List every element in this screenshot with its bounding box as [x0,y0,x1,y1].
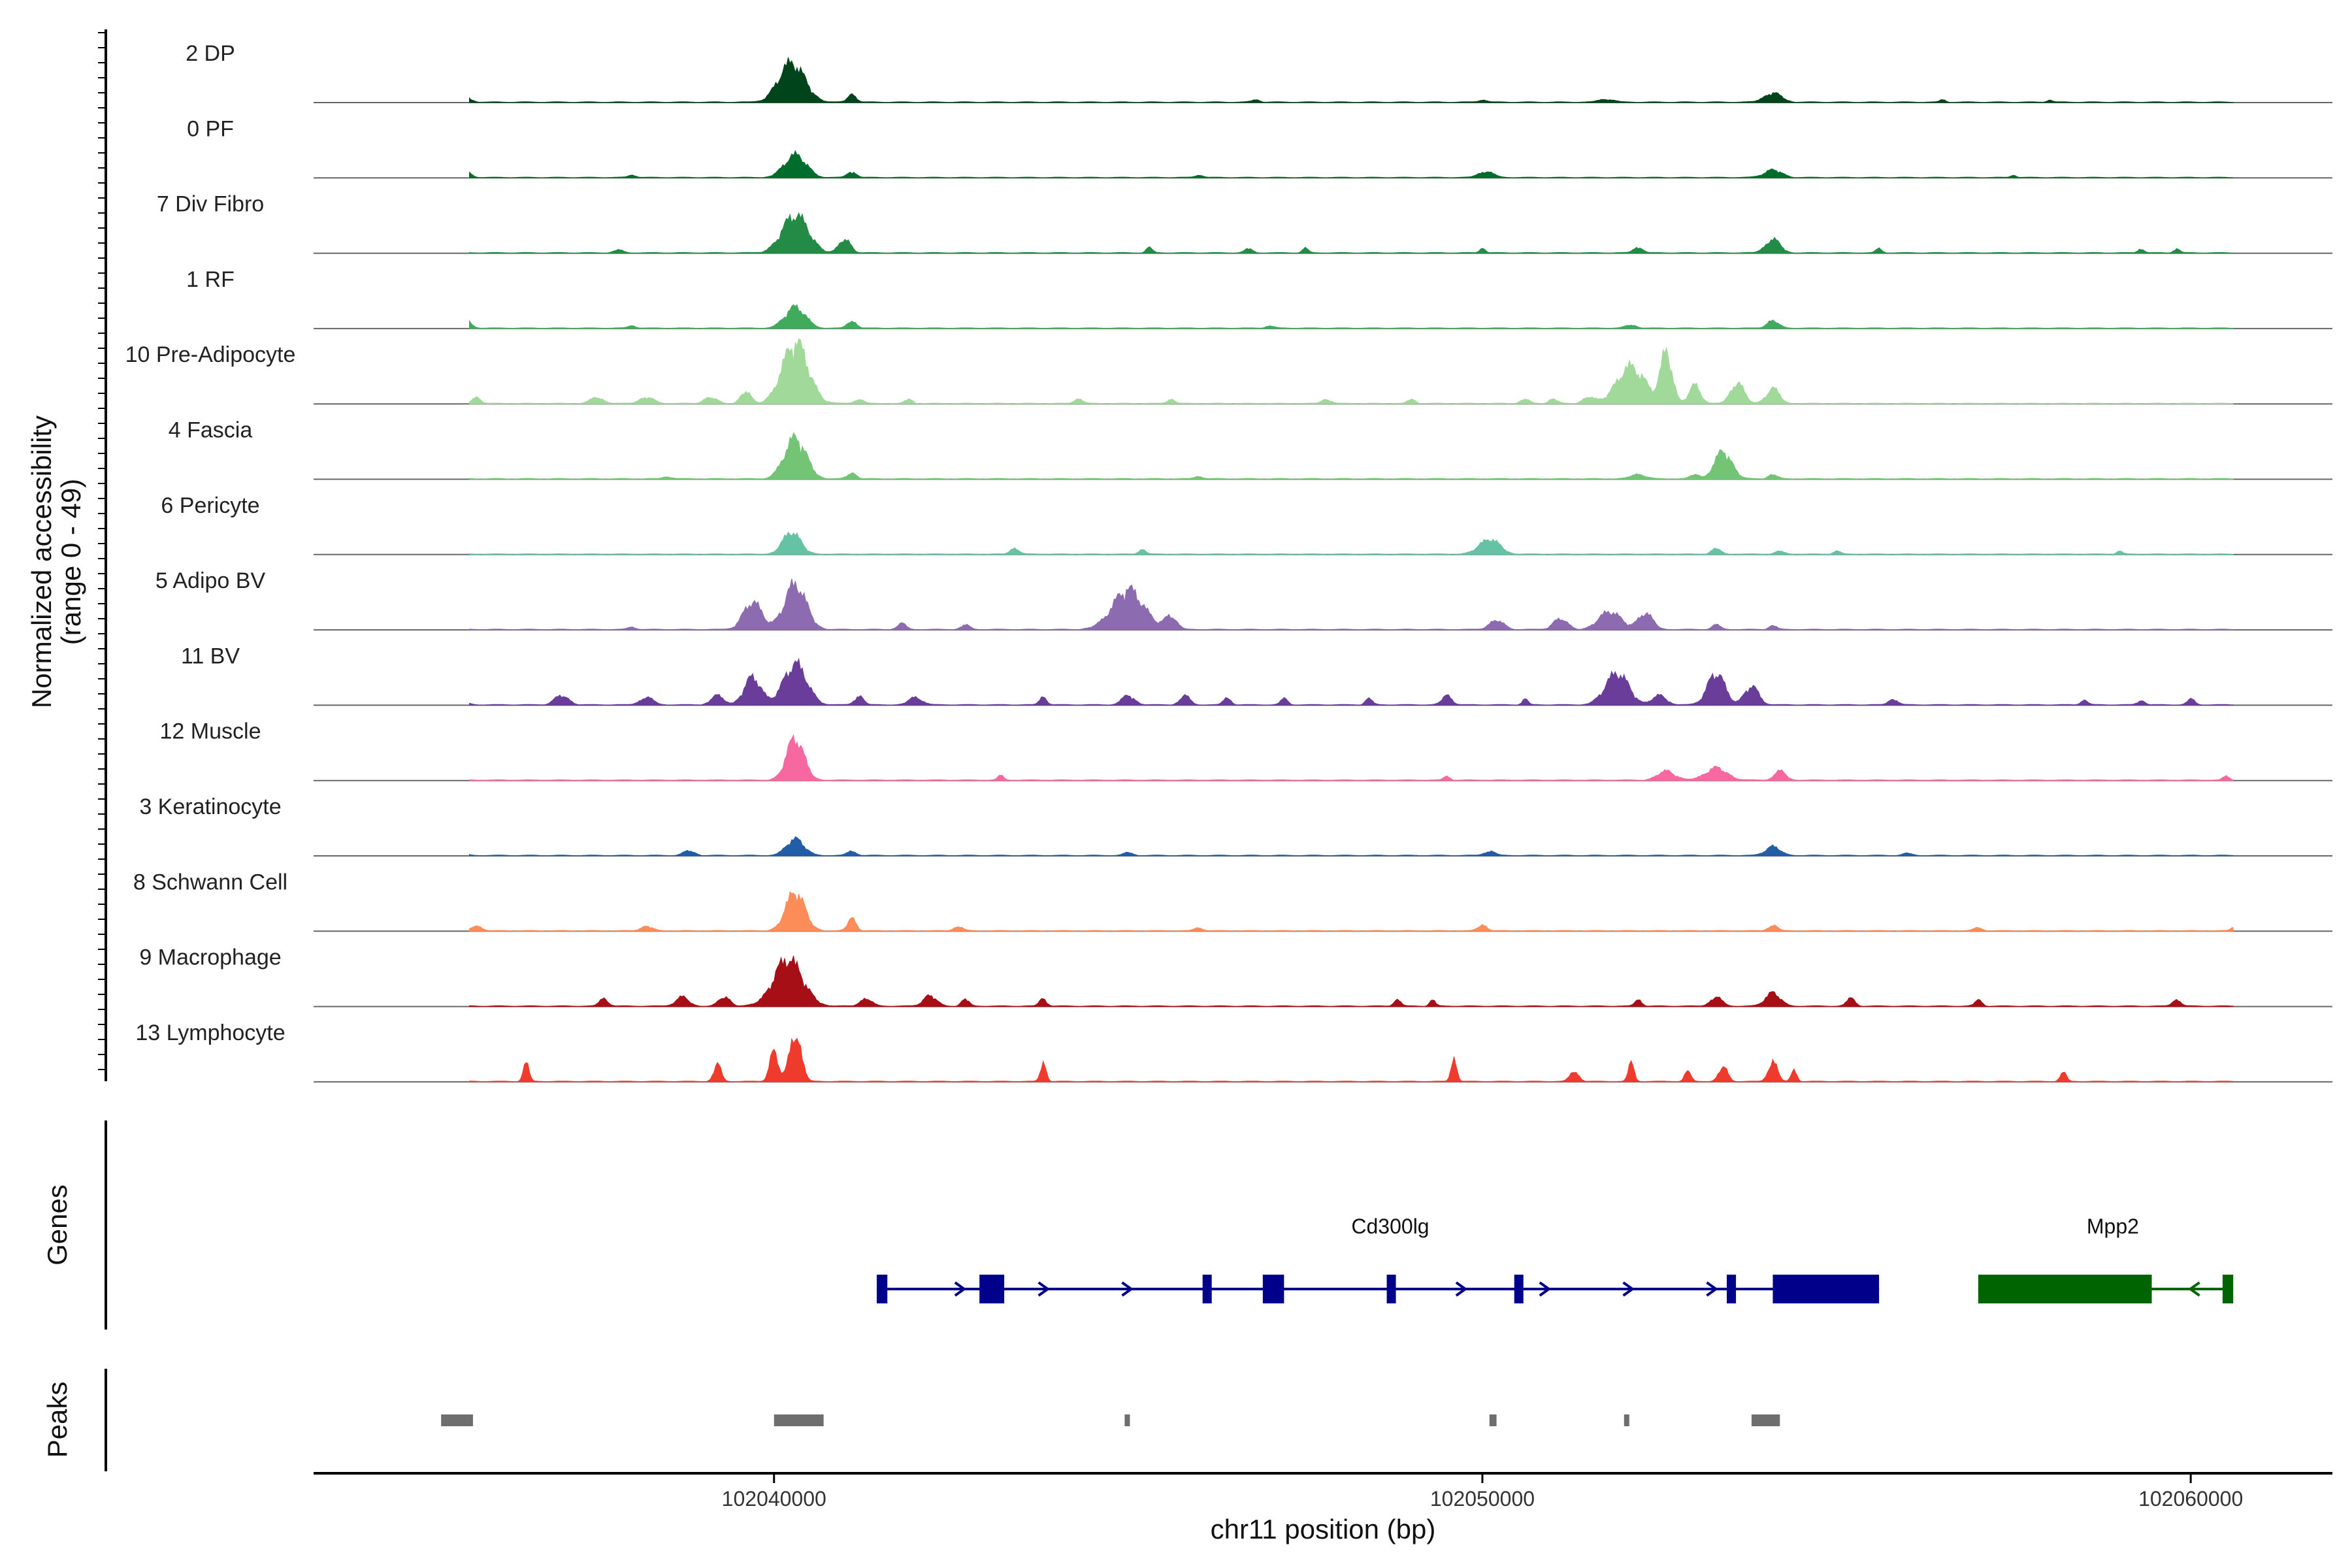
track-label: 5 Adipo BV [155,568,266,593]
gene-exon [1514,1275,1524,1303]
track-label: 13 Lymphocyte [135,1021,285,1045]
track-label: 7 Div Fibro [157,192,264,217]
y-axis-title-line2: (range 0 - 49) [56,479,86,645]
gene-annotation-track: Cd300lg Mpp2 [876,1215,2234,1303]
coverage-y-axis-ticks [98,32,106,1070]
gene-exon [1262,1275,1284,1303]
gene-exon [1727,1275,1737,1303]
coverage-track: 1 RF [186,267,2332,329]
coverage-track: 7 Div Fibro [157,192,2332,254]
peak-region-bar [774,1414,824,1426]
track-label: 0 PF [187,116,234,141]
x-axis-tick-label: 102060000 [2138,1487,2243,1511]
coverage-track: 10 Pre-Adipocyte [125,338,2332,405]
strand-chevron [1622,1281,1635,1297]
y-axis-title-line1: Normalized accessibility [26,416,57,708]
peak-region-bar [441,1414,473,1426]
coverage-area [469,212,2234,254]
track-label: 11 BV [181,644,240,668]
coverage-area [469,57,2234,103]
gene-model: Cd300lg [876,1215,1880,1303]
track-label: 6 Pericyte [161,493,259,518]
track-label: 12 Muscle [160,719,261,744]
track-label: 10 Pre-Adipocyte [125,342,296,367]
coverage-area [469,578,2234,630]
gene-exon [1978,1275,2152,1303]
coverage-area [469,531,2234,555]
peak-regions-track [441,1414,1780,1426]
coverage-tracks: 2 DP 0 PF 7 Div Fibro 1 RF 10 Pre-Adipocyte 4… [125,41,2332,1083]
x-axis-ticks: 102040000 102050000 102060000 [722,1473,2243,1511]
gene-exon [2222,1275,2234,1303]
gene-model: Mpp2 [1978,1215,2234,1303]
strand-chevron [1121,1281,1134,1297]
coverage-area [469,150,2234,178]
coverage-track: 2 DP [186,41,2332,103]
track-label: 9 Macrophage [139,945,281,970]
coverage-area [469,955,2234,1007]
coverage-track: 13 Lymphocyte [135,1021,2332,1083]
peak-region-bar [1751,1414,1780,1426]
x-axis-tick-label: 102050000 [1430,1487,1535,1511]
coverage-track: 9 Macrophage [139,945,2332,1007]
coverage-area [469,338,2234,404]
gene-exon [1772,1275,1880,1303]
x-axis-title: chr11 position (bp) [1211,1514,1436,1544]
coverage-track: 11 BV [181,644,2332,706]
peak-region-bar [1124,1414,1130,1426]
gene-exon [979,1275,1005,1303]
strand-chevron [1706,1281,1718,1297]
coverage-area [469,1037,2234,1083]
coverage-track: 6 Pericyte [161,493,2332,555]
gene-exon [1386,1275,1396,1303]
x-axis-tick-label: 102040000 [722,1487,826,1511]
genes-panel-label: Genes [42,1184,73,1266]
coverage-area [469,657,2234,706]
strand-chevron [1455,1281,1468,1297]
track-label: 8 Schwann Cell [133,870,287,894]
peak-region-bar [1489,1414,1497,1426]
gene-exon [1202,1275,1212,1303]
y-axis-title: Normalized accessibility (range 0 - 49) [26,416,86,708]
coverage-area [469,734,2234,781]
coverage-area [469,891,2234,932]
gene-exon [876,1275,888,1303]
coverage-area [469,432,2234,480]
coverage-track: 0 PF [187,116,2332,179]
strand-chevron [1539,1281,1552,1297]
coverage-area [469,836,2234,857]
track-label: 2 DP [186,41,235,66]
gene-name-label: Mpp2 [2087,1215,2139,1238]
track-label: 3 Keratinocyte [139,794,281,819]
peak-region-bar [1624,1414,1629,1426]
coverage-track: 4 Fascia [169,418,2332,480]
coverage-track: 5 Adipo BV [155,568,2332,631]
coverage-track: 8 Schwann Cell [133,870,2332,932]
track-label: 4 Fascia [169,418,253,443]
track-label: 1 RF [186,267,235,292]
gene-name-label: Cd300lg [1351,1215,1429,1238]
coverage-area [469,304,2234,329]
strand-chevron [1037,1281,1051,1297]
strand-chevron [954,1281,967,1297]
coverage-track: 3 Keratinocyte [139,794,2332,857]
coverage-track: 12 Muscle [160,719,2332,781]
strand-chevron [2188,1281,2200,1297]
peaks-panel-label: Peaks [42,1382,73,1458]
